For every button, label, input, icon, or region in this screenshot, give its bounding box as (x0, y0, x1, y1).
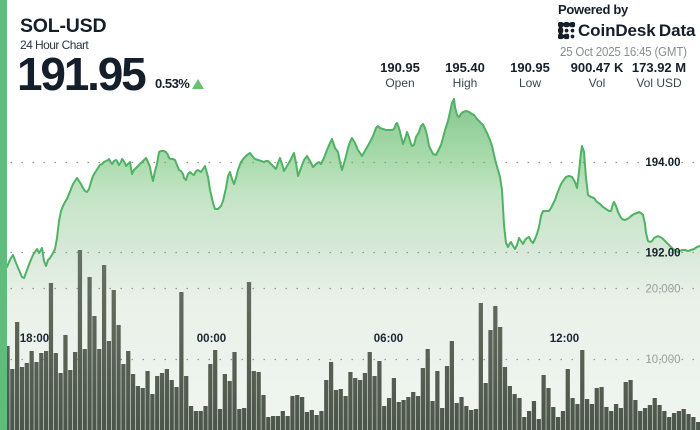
svg-text:10,000: 10,000 (645, 354, 680, 366)
svg-text:06:00: 06:00 (374, 333, 403, 345)
svg-text:12:00: 12:00 (550, 333, 579, 345)
svg-text:20,000: 20,000 (645, 283, 680, 295)
svg-text:18:00: 18:00 (20, 333, 49, 345)
svg-text:00:00: 00:00 (197, 333, 226, 345)
svg-text:194.00: 194.00 (645, 157, 680, 169)
svg-text:192.00: 192.00 (645, 247, 680, 259)
